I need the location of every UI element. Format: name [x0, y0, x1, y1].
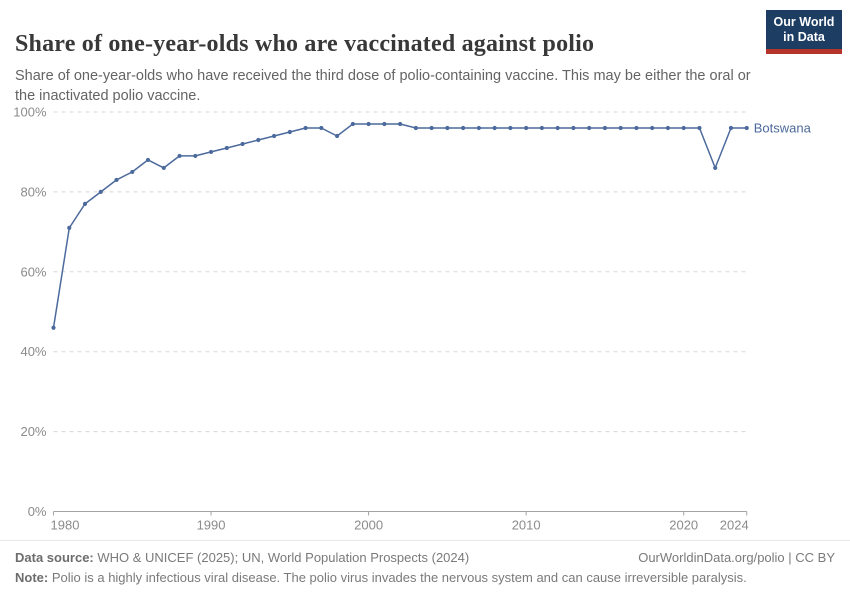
data-point — [539, 125, 545, 131]
data-point — [681, 125, 686, 131]
data-point — [650, 125, 655, 131]
owid-logo-line2: in Data — [783, 30, 825, 44]
data-point — [224, 145, 229, 151]
line-chart-canvas[interactable]: 0% 20% 40% 60% 80% 100% 1980 1990 2000 2010 2020 20… — [0, 95, 850, 540]
data-point — [713, 165, 718, 171]
data-point — [366, 121, 371, 127]
data-point — [145, 157, 151, 163]
data-point — [177, 153, 182, 159]
y-tick-label: 80% — [20, 184, 46, 199]
data-point — [98, 189, 103, 194]
data-point — [508, 125, 513, 131]
note-text: Note: Polio is a highly infectious viral… — [15, 570, 747, 585]
x-tick-label: 2000 — [354, 518, 383, 533]
y-tick-label: 40% — [20, 344, 46, 359]
data-line-botswana — [52, 123, 747, 328]
data-point — [634, 125, 639, 131]
rights-link[interactable]: OurWorldinData.org/polio | CC BY — [638, 550, 835, 565]
data-point — [571, 125, 576, 131]
y-tick-label: 100% — [13, 105, 47, 120]
data-point — [240, 141, 245, 147]
data-point — [398, 121, 403, 127]
data-point — [476, 125, 481, 131]
y-tick-label: 60% — [20, 264, 46, 279]
data-point — [618, 125, 623, 131]
y-tick-label: 20% — [20, 424, 46, 439]
x-tick-label: 1990 — [197, 518, 226, 533]
series-end-label: Botswana — [754, 120, 812, 135]
data-point — [382, 121, 387, 127]
data-point — [524, 125, 529, 131]
data-point — [193, 153, 198, 159]
data-point — [303, 125, 308, 131]
data-point — [413, 125, 418, 131]
x-tick-label: 2024 — [720, 518, 749, 533]
chart-footer: Data source: WHO & UNICEF (2025); UN, Wo… — [15, 548, 835, 588]
data-point — [665, 125, 671, 131]
data-point — [492, 125, 497, 131]
data-point — [728, 125, 734, 131]
data-point — [445, 125, 450, 131]
data-point — [602, 125, 608, 131]
x-tick-label: 2010 — [512, 518, 541, 533]
data-point — [350, 121, 355, 127]
data-point — [461, 125, 466, 131]
data-point — [334, 133, 340, 139]
data-point — [271, 133, 277, 139]
owid-logo[interactable]: Our World in Data — [766, 10, 842, 54]
data-point — [67, 225, 72, 230]
data-point — [429, 125, 434, 131]
data-point — [130, 169, 135, 175]
owid-logo-line1: Our World — [773, 15, 835, 29]
chart-subtitle: Share of one-year-olds who have received… — [15, 67, 751, 104]
data-point — [82, 201, 88, 206]
data-point — [697, 125, 702, 131]
data-point — [256, 137, 261, 143]
data-point — [208, 149, 214, 155]
page-title: Share of one-year-olds who are vaccinate… — [15, 31, 595, 58]
data-source-text: Data source: WHO & UNICEF (2025); UN, Wo… — [15, 550, 470, 565]
data-point — [51, 325, 56, 330]
data-point — [319, 125, 324, 131]
x-tick-label: 1980 — [51, 518, 80, 533]
data-point — [555, 125, 560, 131]
data-point — [161, 165, 166, 171]
data-point — [287, 129, 292, 135]
footer-divider — [0, 540, 850, 541]
data-point — [744, 125, 749, 131]
data-point — [114, 177, 119, 183]
y-tick-label: 0% — [28, 504, 47, 519]
data-point — [587, 125, 592, 131]
x-tick-label: 2020 — [669, 518, 698, 533]
